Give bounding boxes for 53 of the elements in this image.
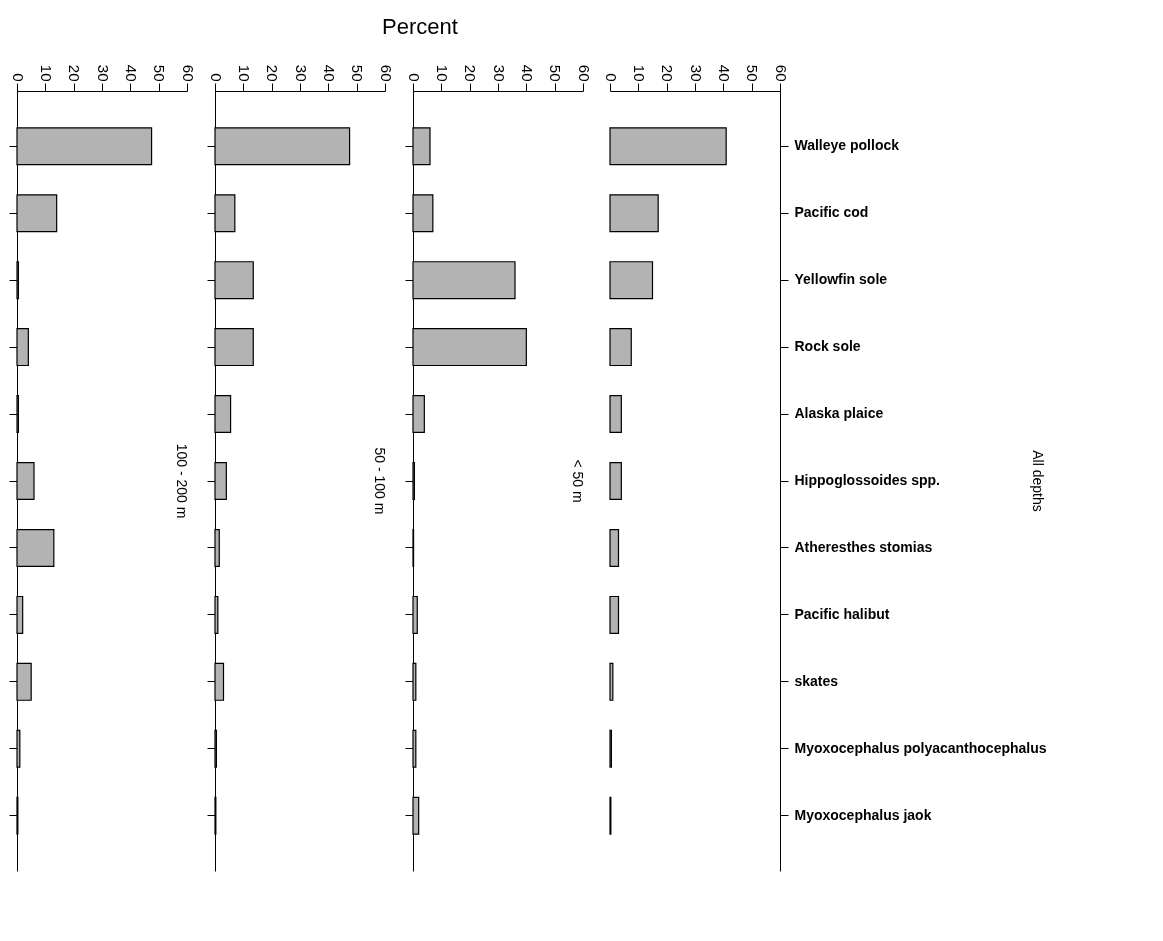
y-tick-label: Atheresthes stomias [794,538,933,555]
x-tick-label: 20 [659,64,677,82]
text: < 50 m [570,459,586,503]
x-tick-label: 50 [151,64,169,82]
bar [609,194,659,233]
x-tick-label: 30 [292,64,310,82]
x-tick-label: 10 [630,64,648,82]
y-tick-label: Walleye pollock [794,137,900,154]
x-tick-label: 50 [744,64,762,82]
bar [609,662,614,701]
y-tick-label: Pacific halibut [794,605,890,622]
bar [609,127,727,166]
bar [609,461,622,501]
x-tick-label: 10 [37,64,55,82]
y-tick-label: Myoxocephalus polyacanthocephalus [794,739,1047,756]
text: All depths [1029,450,1046,512]
x-tick-label: 50 [547,64,565,82]
x-tick-label: 30 [490,64,508,82]
x-tick-label: 40 [122,64,140,82]
x-tick-label: 20 [264,64,282,82]
x-tick-label: 0 [405,73,423,82]
y-tick-label: Myoxocephalus jaok [794,806,932,823]
x-tick-label: 40 [320,64,338,82]
x-tick-label: 10 [235,64,253,82]
x-tick-label: 0 [9,73,27,82]
x-tick-label: 50 [349,64,367,82]
x-tick-label: 30 [687,64,705,82]
text: Percent [381,14,459,40]
y-tick-label: Yellowfin sole [794,271,888,288]
x-tick-label: 0 [602,73,620,82]
x-tick-label: 60 [772,64,790,82]
text: 100 - 200 m [174,443,190,519]
x-tick-label: 40 [518,64,536,82]
bar [609,328,632,367]
x-tick-label: 20 [66,64,84,82]
x-tick-label: 60 [179,64,197,82]
x-tick-label: 10 [433,64,451,82]
y-tick-label: Rock sole [794,338,861,355]
x-tick-label: 60 [575,64,593,82]
bar [609,595,620,634]
y-tick-label: Hippoglossoides spp. [794,472,940,488]
text: 50 - 100 m [372,447,388,515]
bar [609,395,622,434]
x-tick-label: 20 [462,64,480,82]
x-tick-label: 30 [94,64,112,82]
y-tick-label: Alaska plaice [794,405,884,422]
bar [609,261,654,300]
x-tick-label: 60 [377,64,395,82]
bar [609,528,620,567]
x-tick-label: 0 [207,73,225,82]
y-tick-label: skates [794,672,839,689]
y-tick-label: Pacific cod [794,204,869,221]
x-tick-label: 40 [715,64,733,82]
